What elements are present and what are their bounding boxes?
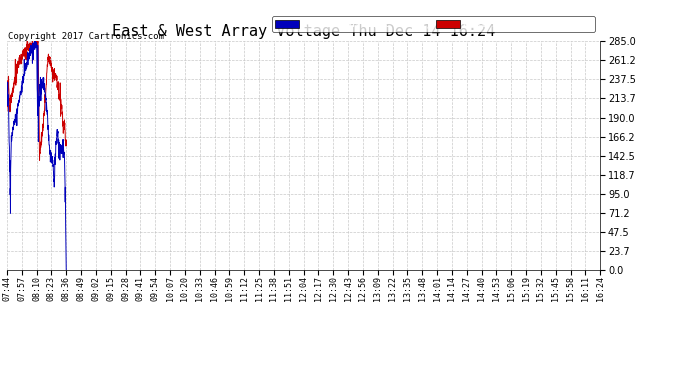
Legend: East Array  (DC Volts), West Array  (DC Volts): East Array (DC Volts), West Array (DC Vo…	[272, 16, 595, 32]
Title: East & West Array Voltage Thu Dec 14 16:24: East & West Array Voltage Thu Dec 14 16:…	[112, 24, 495, 39]
Text: Copyright 2017 Cartronics.com: Copyright 2017 Cartronics.com	[8, 32, 164, 41]
